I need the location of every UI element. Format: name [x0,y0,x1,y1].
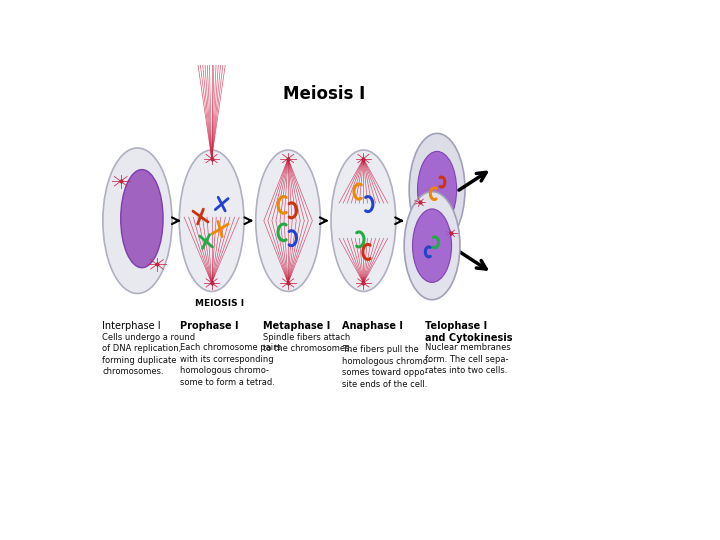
Text: Telophase I
and Cytokinesis: Telophase I and Cytokinesis [425,321,513,343]
Ellipse shape [331,150,396,292]
Ellipse shape [413,209,451,282]
Text: Spindle fibers attach
to the chromosomes.: Spindle fibers attach to the chromosomes… [263,333,352,354]
Ellipse shape [409,133,465,246]
Text: Anaphase I: Anaphase I [342,321,403,330]
Text: Each chromosome pairs
with its corresponding
homologous chromo-
some to form a t: Each chromosome pairs with its correspon… [181,343,282,387]
Ellipse shape [179,150,244,292]
Text: Meiosis I: Meiosis I [283,85,366,103]
Text: Nuclear membranes
form. The cell sepa-
rates into two cells.: Nuclear membranes form. The cell sepa- r… [425,343,510,375]
Text: Metaphase I: Metaphase I [263,321,330,330]
Ellipse shape [256,150,320,292]
Text: Cells undergo a round
of DNA replication,
forming duplicate
chromosomes.: Cells undergo a round of DNA replication… [102,333,195,376]
Ellipse shape [418,151,456,228]
Ellipse shape [103,148,172,294]
Text: The fibers pull the
homologous chromo-
somes toward oppo-
site ends of the cell.: The fibers pull the homologous chromo- s… [342,346,431,389]
Ellipse shape [404,192,460,300]
Text: MEIOSIS I: MEIOSIS I [195,299,244,308]
Ellipse shape [121,170,163,268]
Text: Prophase I: Prophase I [181,321,239,330]
Text: Interphase I: Interphase I [102,321,161,330]
